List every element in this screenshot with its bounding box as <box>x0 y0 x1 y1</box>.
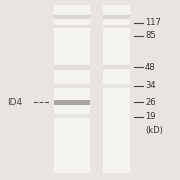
Text: ID4: ID4 <box>7 98 22 107</box>
Bar <box>54 25 90 28</box>
Bar <box>103 5 130 173</box>
Bar <box>103 15 130 19</box>
Bar <box>54 114 90 118</box>
Text: 26: 26 <box>145 98 156 107</box>
Text: 19: 19 <box>145 112 155 121</box>
Bar <box>54 84 90 88</box>
Bar <box>54 15 90 19</box>
Text: 117: 117 <box>145 19 161 28</box>
Bar <box>103 65 130 69</box>
Bar <box>103 84 130 88</box>
Bar <box>54 5 90 173</box>
Bar <box>54 100 90 105</box>
Bar <box>103 25 130 28</box>
Text: 48: 48 <box>145 63 156 72</box>
Text: (kD): (kD) <box>145 126 163 135</box>
Bar <box>54 65 90 70</box>
Text: 85: 85 <box>145 31 156 40</box>
Text: 34: 34 <box>145 81 156 90</box>
